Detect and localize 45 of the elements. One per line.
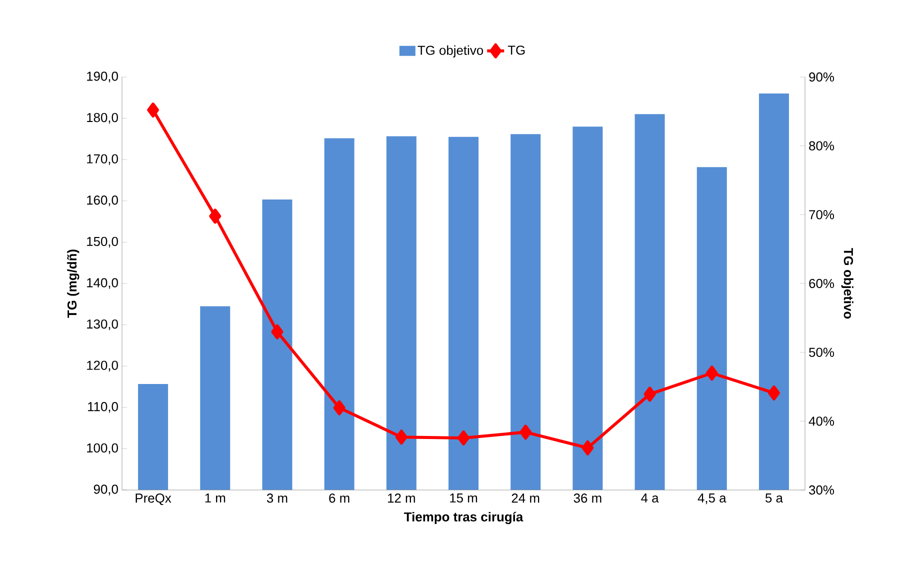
point [706, 366, 718, 381]
x-axis-title: Tiempo tras cirugía [404, 512, 524, 524]
y2-tick-label: 30% [809, 485, 834, 495]
y2-tick-label: 80% [809, 141, 834, 150]
y2-tick-label: 90% [809, 72, 834, 82]
y-tick-label: 140,0 [87, 278, 118, 289]
point [644, 386, 656, 402]
y2-axis-title: TG objetivo [841, 248, 854, 319]
y2-tick-label: 40% [808, 416, 834, 426]
y-tick-label: 190,0 [87, 72, 118, 82]
point [520, 424, 532, 440]
x-tick-label: 24 m [512, 494, 540, 503]
x-tick-label: 3 m [266, 494, 288, 503]
y-tick-label: 90,0 [94, 484, 118, 496]
y2-tick-label: 50% [809, 348, 834, 357]
y-tick-label: 100,0 [87, 443, 118, 454]
y-tick-label: 150,0 [87, 236, 118, 248]
y-tick-label: 130,0 [87, 319, 118, 330]
point [582, 440, 594, 456]
point [271, 324, 284, 340]
legend-label: TG [508, 46, 525, 55]
point [333, 400, 346, 416]
x-tick-label: PreQx [136, 494, 172, 506]
point [768, 385, 780, 400]
x-tick-label: 12 m [388, 494, 415, 503]
point [395, 430, 408, 445]
point [209, 208, 222, 224]
x-tick-label: 1 m [205, 494, 226, 502]
x-tick-label: 4,5 a [698, 494, 726, 504]
y-tick-label: 160,0 [87, 196, 118, 206]
x-tick-label: 5 a [765, 494, 783, 503]
y-tick-label: 110,0 [88, 402, 118, 413]
x-tick-label: 4 a [641, 494, 659, 503]
x-tick-label: 36 m [574, 494, 602, 503]
y-tick-label: 120,0 [87, 360, 118, 372]
y2-tick-label: 60% [809, 278, 834, 288]
y2-tick-label: 70% [809, 210, 834, 220]
y-tick-label: 170,0 [87, 154, 118, 165]
x-tick-label: 15 m [450, 494, 478, 503]
point [147, 102, 160, 118]
y-axis-title: TG (mg/dñ) [67, 250, 80, 318]
point [458, 430, 470, 446]
legend-label: TG objetivo [418, 45, 484, 58]
y-tick-label: 180,0 [87, 112, 118, 124]
x-tick-label: 6 m [329, 494, 350, 503]
